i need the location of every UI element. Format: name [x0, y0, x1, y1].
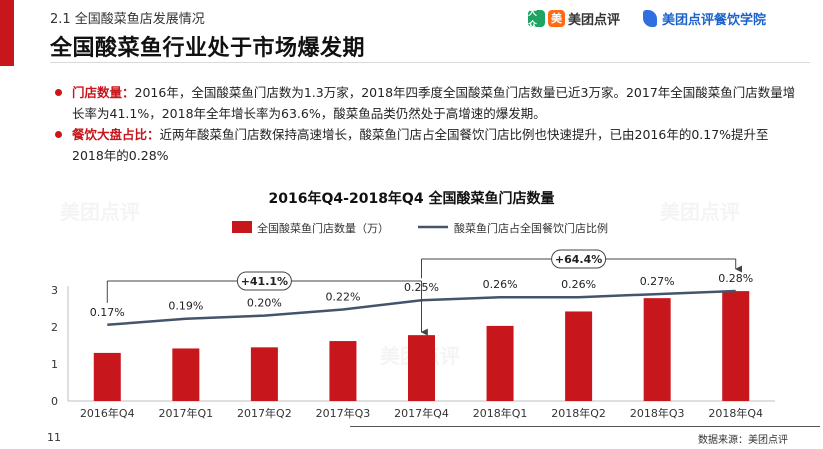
annotation-badge — [236, 271, 292, 291]
x-tick-label: 2017年Q4 — [394, 406, 449, 420]
dianping-brand-label: 美团点评 — [568, 12, 621, 28]
bar — [250, 347, 278, 401]
bullet-dot-icon — [55, 89, 62, 96]
annotation-label: +41.1% — [241, 275, 288, 288]
line-data-label: 0.22% — [325, 290, 360, 303]
dianping-logo-icon: 大众 — [528, 8, 545, 31]
legend-line-label: 酸菜鱼门店占全国餐饮门店比例 — [454, 221, 608, 235]
section-label: 2.1 全国酸菜鱼店发展情况 — [50, 12, 205, 27]
bar — [408, 335, 435, 401]
bar — [643, 298, 671, 401]
line-data-label: 0.26% — [483, 278, 518, 291]
title-divider — [50, 62, 810, 63]
legend-bar-label: 全国酸菜鱼门店数量（万） — [257, 221, 389, 235]
bar — [565, 311, 593, 401]
meituan-academy-brand: 美团点评餐饮学院 — [643, 8, 766, 28]
bullet-text: 2016年，全国酸菜鱼门店数为1.3万家，2018年四季度全国酸菜鱼门店数量已近… — [72, 85, 796, 121]
accent-bar — [0, 0, 14, 66]
bar — [722, 291, 750, 401]
annotation-badge — [551, 249, 607, 269]
bullet-lead: 门店数量： — [72, 85, 135, 100]
bullet-text: 近两年酸菜鱼门店数保持高速增长，酸菜鱼门店占全国餐饮门店比例也快速提升，已由20… — [72, 127, 769, 163]
x-tick-label: 2017年Q2 — [237, 406, 292, 420]
footer-divider — [350, 426, 820, 427]
bar — [486, 325, 514, 401]
bullet-lead: 餐饮大盘占比： — [72, 127, 160, 142]
line-data-label: 0.19% — [168, 300, 203, 313]
chart-title: 2016年Q4-2018年Q4 全国酸菜鱼门店数量 — [268, 191, 555, 207]
y-tick-label: 3 — [51, 284, 58, 297]
line-data-label: 0.27% — [640, 275, 675, 288]
legend-bar-swatch — [232, 221, 252, 233]
x-tick-label: 2018年Q1 — [473, 406, 528, 420]
y-tick-label: 1 — [51, 358, 58, 371]
bullet-item-store-count: 门店数量：2016年，全国酸菜鱼门店数为1.3万家，2018年四季度全国酸菜鱼门… — [55, 82, 800, 124]
x-tick-label: 2017年Q1 — [159, 406, 214, 420]
bullet-list: 门店数量：2016年，全国酸菜鱼门店数为1.3万家，2018年四季度全国酸菜鱼门… — [55, 82, 800, 166]
data-source: 数据来源：美团点评 — [698, 435, 788, 446]
line-data-label: 0.17% — [90, 306, 125, 319]
dianping-brand: 大众 美 美团点评 — [528, 8, 621, 31]
bar — [93, 352, 121, 401]
line-data-label: 0.26% — [561, 278, 596, 291]
page-title: 全国酸菜鱼行业处于市场爆发期 — [50, 36, 366, 61]
page-number: 11 — [47, 431, 61, 444]
bullet-item-market-share: 餐饮大盘占比：近两年酸菜鱼门店数保持高速增长，酸菜鱼门店占全国餐饮门店比例也快速… — [55, 124, 800, 166]
bar — [172, 348, 200, 401]
line-data-label: 0.28% — [718, 272, 753, 285]
x-tick-label: 2018年Q4 — [708, 406, 763, 420]
x-tick-label: 2018年Q3 — [630, 406, 685, 420]
y-tick-label: 0 — [51, 395, 58, 408]
bar — [329, 341, 357, 401]
x-tick-label: 2016年Q4 — [80, 406, 135, 420]
bullet-dot-icon — [55, 131, 62, 138]
meituan-academy-label: 美团点评餐饮学院 — [662, 12, 767, 28]
x-tick-label: 2018年Q2 — [551, 406, 606, 420]
y-tick-label: 2 — [51, 321, 58, 334]
annotation-label: +64.4% — [555, 253, 602, 266]
academy-logo-icon — [643, 9, 657, 27]
meituan-logo-icon: 美 — [548, 9, 565, 27]
line-data-label: 0.20% — [247, 297, 282, 310]
x-tick-label: 2017年Q3 — [316, 406, 371, 420]
